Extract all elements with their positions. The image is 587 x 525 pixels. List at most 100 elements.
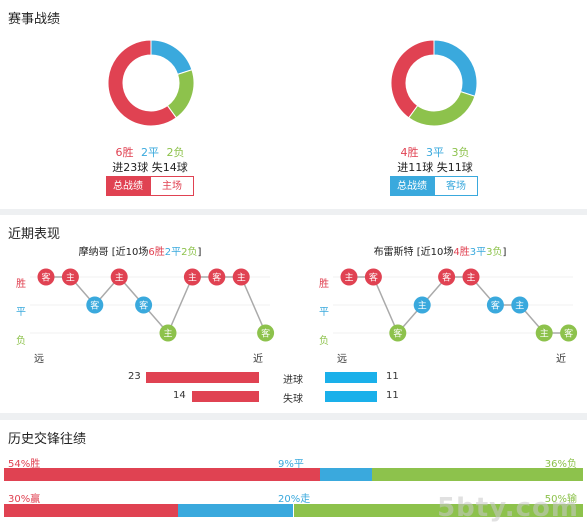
right-form-line [349,276,569,335]
left-game-3-venue: 客 [90,300,99,312]
right-tab-away[interactable]: 客场 [434,176,478,196]
right-record-result: 4胜 3平 3负 [345,144,525,160]
left-form-chart: 客主客主客主主客主客 [30,268,275,342]
right-summary-win: 4胜 [453,247,470,258]
left-summary-loss: 2负 [181,247,198,258]
right-game-6-marker [462,268,480,286]
right-game-4-venue: 主 [418,300,427,312]
left-tab-total[interactable]: 总战绩 [106,176,150,196]
right-game-10-marker [560,324,578,342]
history-result-draw-segment [319,468,373,481]
goals-for-label: 进球 [283,375,303,386]
right-game-2-venue: 客 [369,272,378,284]
right-game-5-venue: 客 [442,272,451,284]
right-goals-for-bar [325,372,378,383]
left-row-loss-label: 负 [16,336,26,347]
history-handicap-win-text: 30%赢 [8,494,41,505]
right-axis-near: 近 [556,354,566,365]
history-win-text: 54%胜 [8,459,41,470]
left-draw-count: 2平 [141,146,159,159]
history-draw-text: 9%平 [278,459,304,470]
right-game-7-venue: 客 [491,300,500,312]
history-handicap-push-text: 20%走 [278,494,311,505]
goals-against-label: 失球 [283,394,303,405]
right-row-draw-label: 平 [319,307,329,318]
left-game-8-marker [208,268,226,286]
left-goals-for-bar [146,372,259,383]
right-form-header: 布雷斯特 [近10场4胜3平3负] [340,243,540,258]
left-win-slice [107,39,177,127]
right-row-win-label: 胜 [319,279,329,290]
left-goals-against-bar [192,391,259,402]
left-draw-slice [150,39,193,75]
right-loss-count: 3负 [451,146,470,159]
left-summary-prefix: [近10场 [111,247,149,258]
history-handicap-loss-segment [293,504,583,517]
left-form-header: 摩纳哥 [近10场6胜2平2负] [40,243,240,258]
history-result-win-segment [4,468,320,481]
left-form-line [46,275,267,335]
right-summary-suffix: ] [502,247,507,258]
right-game-2-marker [364,268,382,286]
left-goals-summary: 进23球 失14球 [112,161,188,174]
right-game-5-marker [438,268,456,286]
form-panel: 近期表现 摩纳哥 [近10场6胜2平2负] 布雷斯特 [近10场4胜3平3负] … [0,215,587,413]
right-game-8-venue: 主 [515,300,524,312]
left-game-2-marker [61,268,79,286]
left-record-donut [107,39,195,127]
left-game-9-venue: 主 [237,272,246,284]
left-record-result: 6胜 2平 2负 [60,144,240,160]
history-panel: 历史交锋往绩 54%胜 9%平 36%负 30%赢 20%走 50%输 5bty… [0,420,587,525]
left-summary-draw: 2平 [164,247,182,258]
right-game-1-venue: 主 [344,272,353,284]
right-game-4-marker [413,296,431,314]
right-game-6-venue: 主 [466,272,475,284]
right-game-10-venue: 客 [564,328,573,340]
right-draw-slice [433,39,478,97]
right-game-3-venue: 客 [393,328,402,340]
left-game-7-venue: 主 [188,272,197,284]
right-win-slice [390,39,435,119]
history-result-loss-segment [372,468,583,481]
left-game-10-marker [257,324,275,342]
left-game-7-marker [183,268,201,286]
right-record-donut [390,39,478,127]
right-draw-count: 3平 [426,146,444,159]
watermark-logo: 5bty.com [437,493,579,523]
right-summary-loss: 3负 [486,247,503,258]
right-axis-far: 远 [337,354,347,365]
record-title: 赛事战绩 [8,12,61,27]
right-game-8-marker [511,296,529,314]
right-summary-prefix: [近10场 [416,247,454,258]
left-tab-home[interactable]: 主场 [150,176,194,196]
right-tab-total[interactable]: 总战绩 [390,176,434,196]
left-game-2-venue: 主 [66,272,75,284]
history-handicap-win-segment [4,504,178,517]
left-record-tabs: 总战绩 主场 [106,176,194,196]
left-row-win-label: 胜 [16,279,26,290]
left-team-name: 摩纳哥 [78,247,109,258]
form-title: 近期表现 [8,227,61,242]
right-row-loss-label: 负 [319,336,329,347]
left-goals-for-value: 23 [128,371,141,382]
right-game-9-marker [535,324,553,342]
left-game-3-marker [86,296,104,314]
left-game-6-venue: 主 [163,328,172,340]
right-win-count: 4胜 [400,146,419,159]
history-handicap-loss-text: 50%输 [544,494,577,505]
right-loss-slice [408,91,476,127]
left-game-4-marker [110,268,128,286]
left-goals-against-value: 14 [173,390,186,401]
left-game-1-marker [37,268,55,286]
left-game-5-marker [135,296,153,314]
right-summary-draw: 3平 [469,247,487,258]
right-goals-for-value: 11 [386,371,399,382]
right-game-9-venue: 主 [540,328,549,340]
left-row-draw-label: 平 [16,307,26,318]
left-win-count: 6胜 [115,146,134,159]
right-game-3-marker [389,324,407,342]
left-game-1-venue: 客 [41,272,50,284]
right-goals-against-value: 11 [386,390,399,401]
right-form-chart: 主客客主客 主客 主主客 [333,268,578,342]
left-summary-suffix: ] [197,247,202,258]
